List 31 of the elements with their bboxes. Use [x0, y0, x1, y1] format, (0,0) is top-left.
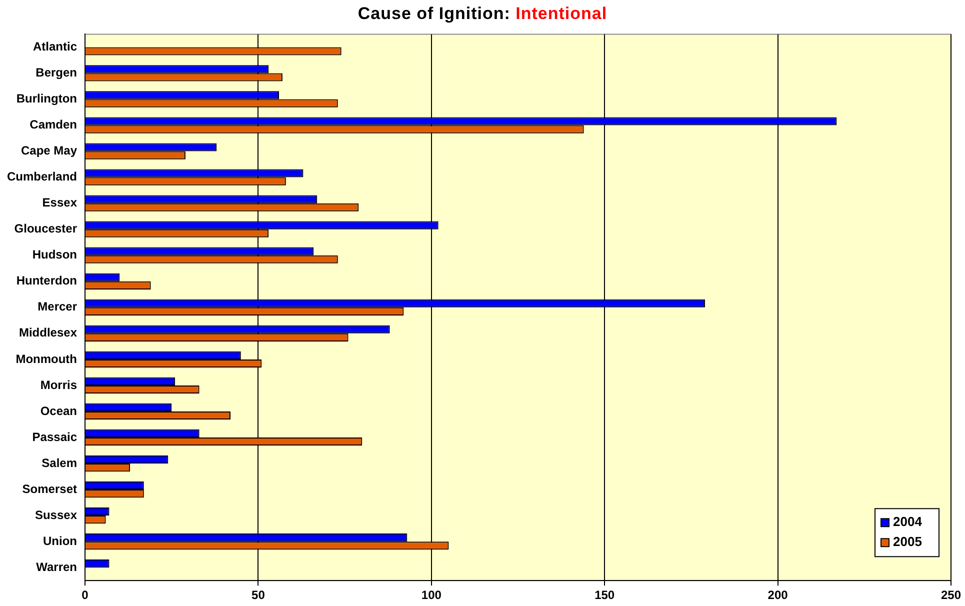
legend-label: 2005 [893, 534, 922, 550]
chart-title: Cause of Ignition: [358, 4, 510, 23]
chart-subtitle: Intentional [516, 4, 608, 23]
x-tick-label: 250 [940, 588, 962, 602]
legend-label: 2004 [893, 514, 923, 530]
y-tick-label: Morris [40, 378, 78, 392]
x-tick-label: 0 [82, 588, 89, 602]
y-tick-label: Burlington [16, 92, 78, 106]
y-tick-label: Mercer [38, 300, 78, 314]
y-tick-label: Union [43, 534, 78, 548]
x-tick-label: 200 [768, 588, 788, 602]
y-tick-label: Atlantic [32, 40, 78, 54]
y-tick-label: Bergen [36, 66, 78, 80]
y-tick-label: Salem [42, 456, 78, 470]
x-tick-label: 100 [421, 588, 442, 602]
y-tick-label: Monmouth [16, 352, 78, 366]
y-tick-label: Camden [30, 118, 78, 132]
y-tick-label: Warren [36, 560, 78, 574]
y-tick-label: Hudson [32, 248, 78, 262]
y-tick-label: Sussex [34, 508, 78, 522]
y-tick-label: Passaic [32, 430, 78, 444]
y-tick-label: Gloucester [14, 222, 78, 236]
y-tick-label: Hunterdon [16, 274, 78, 288]
y-tick-label: Cumberland [6, 170, 78, 184]
y-tick-label: Middlesex [18, 326, 78, 340]
y-tick-label: Essex [42, 196, 78, 210]
y-tick-label: Somerset [22, 482, 78, 496]
y-tick-label: Ocean [40, 404, 78, 418]
x-tick-label: 150 [594, 588, 615, 602]
y-tick-label: Cape May [20, 144, 78, 158]
x-tick-label: 50 [252, 588, 266, 602]
